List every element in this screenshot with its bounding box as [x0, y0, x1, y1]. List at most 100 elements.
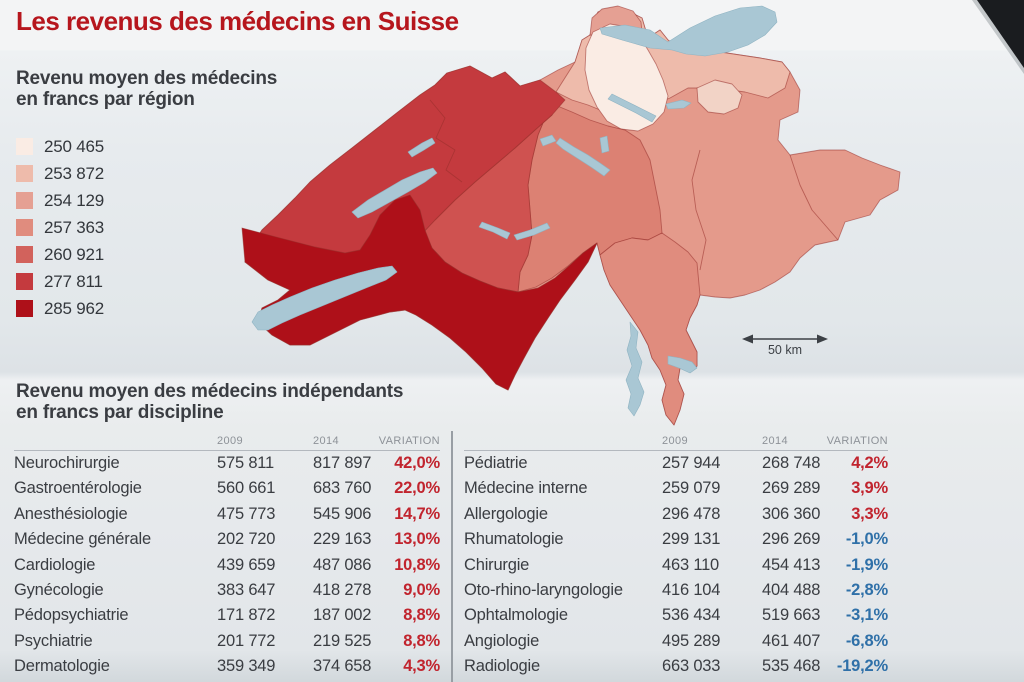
lake-majeur [625, 321, 645, 417]
lakes [251, 5, 778, 417]
legend-swatch [16, 219, 33, 236]
legend-item: 285 962 [16, 295, 104, 322]
discipline-name: Radiologie [464, 657, 540, 676]
value-2014: 487 086 [313, 555, 372, 574]
variation-value: -3,1% [845, 606, 888, 625]
lake-thoune [478, 221, 511, 240]
discipline-name: Gynécologie [14, 580, 104, 599]
discipline-table-left: 2009 2014 VARIATION Neurochirurgie 575 8… [14, 428, 440, 680]
table-row: Médecine interne 259 079 269 289 3,9% [464, 476, 888, 501]
table-row: Anesthésiologie 475 773 545 906 14,7% [14, 502, 440, 527]
page-title: Les revenus des médecins en Suisse [16, 6, 459, 36]
lake-neuchatel [351, 167, 438, 219]
value-2009: 257 944 [662, 454, 721, 472]
legend-swatch [16, 138, 33, 155]
variation-value: 14,7% [394, 504, 440, 523]
map-subtitle-line1: Revenu moyen des médecins [16, 68, 278, 89]
value-2014: 683 760 [313, 479, 372, 498]
lake-zurich [607, 93, 657, 123]
legend-value: 277 811 [44, 271, 103, 291]
discipline-name: Angiologie [464, 631, 540, 650]
legend-item: 254 129 [16, 187, 104, 214]
variation-value: -1,0% [845, 530, 888, 549]
variation-value: -19,2% [836, 657, 888, 676]
discipline-name: Psychiatrie [14, 631, 93, 650]
discipline-name: Pédopsychiatrie [14, 606, 129, 625]
discipline-name: Anesthésiologie [14, 504, 128, 523]
discipline-name: Rhumatologie [464, 530, 564, 549]
column-header-2009: 2009 [217, 435, 244, 447]
value-2009: 475 773 [217, 504, 276, 523]
value-2009: 202 720 [217, 530, 276, 549]
legend-item: 250 465 [16, 133, 104, 160]
value-2014: 545 906 [313, 504, 372, 523]
legend-items: 250 465 253 872 254 129 257 363 260 921 … [16, 133, 104, 322]
map-region-lemanique [241, 194, 598, 391]
value-2014: 404 488 [762, 580, 821, 599]
column-header-variation: VARIATION [378, 435, 440, 447]
map-subtitle: Revenu moyen des médecins en francs par … [16, 68, 277, 110]
lake-leman [251, 265, 398, 331]
legend-swatch [16, 165, 33, 182]
value-2014: 187 002 [313, 606, 372, 625]
legend-value: 260 921 [44, 244, 105, 264]
discipline-name: Médecine générale [14, 530, 151, 549]
legend-value: 285 962 [44, 298, 105, 318]
table-subtitle: Revenu moyen des médecins indépendants e… [16, 381, 403, 423]
map-internal-border [691, 149, 707, 271]
value-2009: 536 434 [662, 606, 721, 625]
value-2009: 296 478 [662, 504, 721, 523]
discipline-name: Cardiologie [14, 555, 96, 574]
value-2009: 359 349 [217, 657, 276, 676]
value-2014: 374 658 [313, 657, 372, 676]
discipline-name: Neurochirurgie [14, 454, 120, 472]
legend-value: 257 363 [44, 217, 105, 237]
column-header-2014: 2014 [762, 435, 789, 447]
variation-value: 8,8% [403, 606, 440, 625]
map-internal-border [429, 99, 463, 183]
table-row: Médecine générale 202 720 229 163 13,0% [14, 527, 440, 552]
discipline-name: Oto-rhino-laryngologie [464, 580, 623, 599]
value-2014: 418 278 [313, 580, 372, 599]
variation-value: 10,8% [394, 555, 440, 574]
lake-sempach [539, 134, 557, 147]
value-2014: 269 289 [762, 479, 821, 498]
value-2014: 296 269 [762, 530, 821, 549]
legend-swatch [16, 273, 33, 290]
lake-brienz [513, 222, 551, 241]
value-2009: 495 289 [662, 631, 721, 650]
variation-value: 4,3% [403, 657, 440, 676]
map-legend: 250 465 253 872 254 129 257 363 260 921 … [16, 133, 104, 322]
map-region-tessin [599, 232, 701, 426]
variation-value: -6,8% [845, 631, 888, 650]
lake-lugano [667, 355, 698, 374]
table-subtitle-line2: en francs par discipline [16, 402, 224, 423]
value-2009: 299 131 [662, 530, 721, 549]
legend-item: 257 363 [16, 214, 104, 241]
table-row: Dermatologie 359 349 374 658 4,3% [14, 654, 440, 679]
legend-item: 253 872 [16, 160, 104, 187]
lake-bienne [407, 137, 436, 158]
legend-swatch [16, 192, 33, 209]
variation-value: 22,0% [394, 479, 440, 498]
corner-overlay-object [972, 0, 1024, 74]
table-row: Neurochirurgie 575 811 817 897 42,0% [14, 451, 440, 476]
value-2014: 817 897 [313, 454, 372, 472]
column-header-variation: VARIATION [826, 435, 888, 447]
map-internal-border [789, 154, 839, 241]
table-row: Oto-rhino-laryngologie 416 104 404 488 -… [464, 578, 888, 603]
value-2009: 171 872 [217, 606, 276, 625]
value-2014: 219 525 [313, 631, 372, 650]
scale-bar-label: 50 km [767, 343, 803, 357]
discipline-name: Médecine interne [464, 479, 588, 498]
variation-value: 9,0% [403, 580, 440, 599]
value-2014: 454 413 [762, 555, 821, 574]
value-2009: 560 661 [217, 479, 276, 498]
legend-value: 254 129 [44, 190, 105, 210]
discipline-name: Ophtalmologie [464, 606, 568, 625]
discipline-name: Gastroentérologie [14, 479, 142, 498]
value-2014: 535 468 [762, 657, 821, 676]
column-header-2014: 2014 [313, 435, 340, 447]
table-row: Pédiatrie 257 944 268 748 4,2% [464, 451, 888, 476]
legend-swatch [16, 246, 33, 263]
